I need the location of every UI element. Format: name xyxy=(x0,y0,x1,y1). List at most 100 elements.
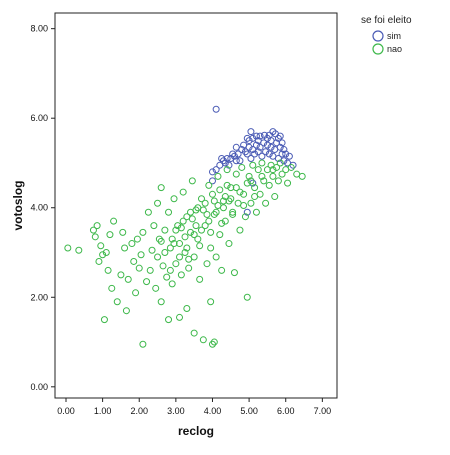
data-point-nao xyxy=(176,253,184,261)
data-point-nao xyxy=(157,184,165,192)
y-tick-label: 2.00 xyxy=(30,292,48,302)
data-point-nao xyxy=(199,336,207,344)
data-point-nao xyxy=(284,179,292,187)
data-point-sim xyxy=(278,150,286,158)
y-tick-label: 6.00 xyxy=(30,113,48,123)
data-point-nao xyxy=(89,226,97,234)
data-point-nao xyxy=(251,193,259,201)
data-point-nao xyxy=(183,304,191,312)
data-point-nao xyxy=(199,206,207,214)
data-point-nao xyxy=(225,197,233,205)
data-point-sim xyxy=(289,161,297,169)
data-point-nao xyxy=(157,237,165,245)
legend-marker-nao xyxy=(372,43,384,55)
data-point-nao xyxy=(152,284,160,292)
data-point-nao xyxy=(104,266,112,274)
data-point-nao xyxy=(166,244,174,252)
data-point-nao xyxy=(208,340,216,348)
data-point-nao xyxy=(197,226,205,234)
data-point-sim xyxy=(252,141,260,149)
y-tick-label: 8.00 xyxy=(30,24,48,34)
data-point-nao xyxy=(177,271,185,279)
data-point-sim xyxy=(285,152,293,160)
data-point-nao xyxy=(91,233,99,241)
x-tick-label: 0.00 xyxy=(57,406,75,416)
x-axis: 0.00 1.00 2.00 3.00 4.00 5.00 6.00 7.00 xyxy=(57,398,331,416)
data-point-sim xyxy=(232,143,240,151)
data-point-nao xyxy=(168,235,176,243)
data-point-nao xyxy=(161,226,169,234)
data-point-sim xyxy=(230,152,238,160)
data-point-nao xyxy=(216,231,224,239)
data-point-nao xyxy=(176,313,184,321)
data-point-nao xyxy=(260,177,268,185)
data-point-nao xyxy=(150,222,158,230)
y-axis: 0.00 2.00 4.00 6.00 8.00 xyxy=(30,24,55,392)
data-point-nao xyxy=(174,222,182,230)
legend-marker-sim xyxy=(372,30,384,42)
data-point-nao xyxy=(258,172,266,180)
data-point-nao xyxy=(287,163,295,171)
legend-title: se foi eleito xyxy=(361,15,412,26)
data-point-nao xyxy=(203,210,211,218)
data-point-nao xyxy=(230,269,238,277)
legend: se foi eleito sim nao xyxy=(361,15,412,55)
data-point-nao xyxy=(205,217,213,225)
data-point-nao xyxy=(227,184,235,192)
data-point-sim xyxy=(219,157,227,165)
data-point-nao xyxy=(205,181,213,189)
data-point-sim xyxy=(208,168,216,176)
data-point-nao xyxy=(212,253,220,261)
data-point-nao xyxy=(203,260,211,268)
data-point-nao xyxy=(225,240,233,248)
data-point-nao xyxy=(269,166,277,174)
data-point-nao xyxy=(229,210,237,218)
data-point-nao xyxy=(117,271,125,279)
data-point-nao xyxy=(170,195,178,203)
data-point-nao xyxy=(196,242,204,250)
data-point-sim xyxy=(263,141,271,149)
data-point-nao xyxy=(236,188,244,196)
data-point-nao xyxy=(122,307,130,315)
data-point-nao xyxy=(163,273,171,281)
data-point-nao xyxy=(113,298,121,306)
data-point-nao xyxy=(208,190,216,198)
data-point-nao xyxy=(212,208,220,216)
data-point-sim xyxy=(240,141,248,149)
data-point-sim xyxy=(256,143,264,151)
x-tick-label: 6.00 xyxy=(277,406,295,416)
data-point-nao xyxy=(135,264,143,272)
data-point-sim xyxy=(223,154,231,162)
data-point-nao xyxy=(201,222,209,230)
data-point-nao xyxy=(95,257,103,265)
data-point-nao xyxy=(119,228,127,236)
data-point-nao xyxy=(166,266,174,274)
data-point-nao xyxy=(263,166,271,174)
data-point-nao xyxy=(245,172,253,180)
data-point-nao xyxy=(210,338,218,346)
data-point-nao xyxy=(176,240,184,248)
data-point-nao xyxy=(75,246,83,254)
data-point-nao xyxy=(187,208,195,216)
data-point-sim xyxy=(263,134,271,142)
data-point-nao xyxy=(229,208,237,216)
data-point-sim xyxy=(274,134,282,142)
data-point-sim xyxy=(247,154,255,162)
data-point-nao xyxy=(273,163,281,171)
data-point-nao xyxy=(146,266,154,274)
data-point-nao xyxy=(210,197,218,205)
data-point-nao xyxy=(243,179,251,187)
data-point-nao xyxy=(240,190,248,198)
data-point-sim xyxy=(243,208,251,216)
data-point-nao xyxy=(190,231,198,239)
data-point-sim xyxy=(254,148,262,156)
data-point-nao xyxy=(154,253,162,261)
data-point-nao xyxy=(93,222,101,230)
data-point-nao xyxy=(276,159,284,167)
data-point-nao xyxy=(144,208,152,216)
data-point-nao xyxy=(221,193,229,201)
data-point-sim xyxy=(267,137,275,145)
data-point-nao xyxy=(124,275,132,283)
data-point-nao xyxy=(247,199,255,207)
